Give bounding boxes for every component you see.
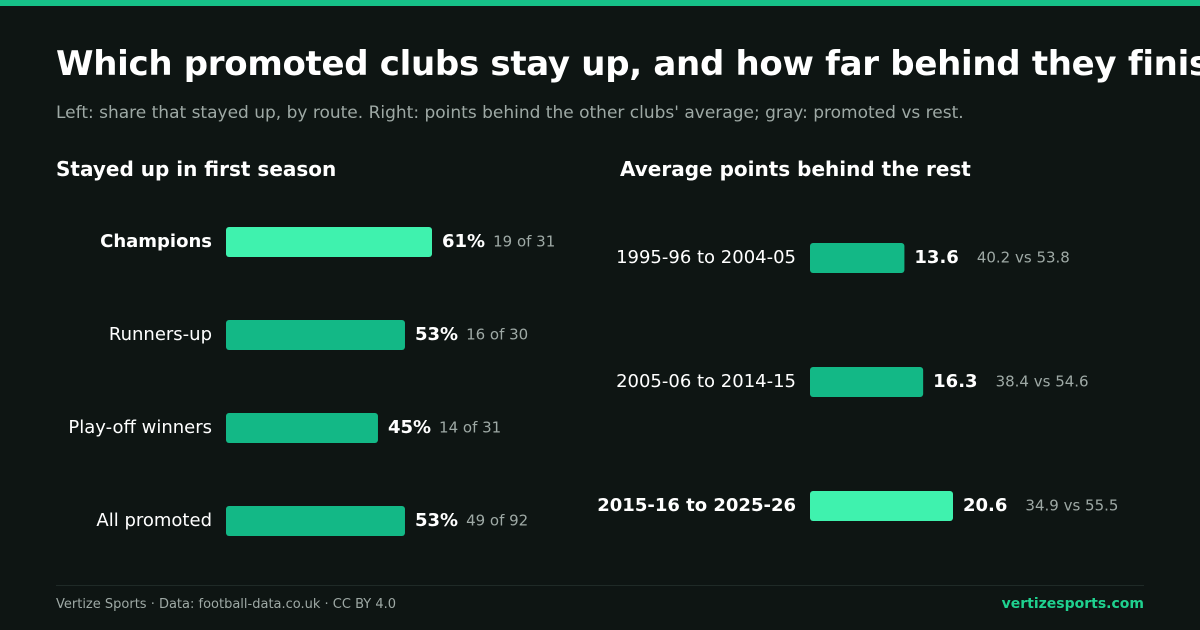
value-label: 20.6 xyxy=(963,495,1007,516)
footer-brand-link[interactable]: vertizesports.com xyxy=(1001,596,1144,612)
value-label: 13.6 xyxy=(914,247,958,268)
category-label: All promoted xyxy=(96,510,212,531)
top-accent-bar xyxy=(0,0,1200,6)
annotation-label: 38.4 vs 54.6 xyxy=(996,373,1089,391)
bar xyxy=(810,367,924,397)
footer-divider xyxy=(56,585,1144,586)
left-panel-title: Stayed up in first season xyxy=(56,157,337,181)
bar xyxy=(810,243,905,273)
chart-subtitle: Left: share that stayed up, by route. Ri… xyxy=(56,103,964,123)
category-label: 2005-06 to 2014-15 xyxy=(616,371,796,392)
chart-title: Which promoted clubs stay up, and how fa… xyxy=(56,44,1200,84)
annotation-label: 34.9 vs 55.5 xyxy=(1025,497,1118,515)
bar xyxy=(226,227,432,257)
value-label: 16.3 xyxy=(933,371,977,392)
footer-source: Vertize Sports · Data: football-data.co.… xyxy=(56,597,397,612)
annotation-label: 16 of 30 xyxy=(466,326,528,344)
category-label: Runners-up xyxy=(109,324,212,345)
bar xyxy=(226,413,378,443)
bar xyxy=(226,320,405,350)
annotation-label: 40.2 vs 53.8 xyxy=(977,249,1070,267)
value-label: 61% xyxy=(442,231,485,252)
bar xyxy=(226,506,405,536)
category-label: Play-off winners xyxy=(68,417,212,438)
annotation-label: 19 of 31 xyxy=(493,233,555,251)
value-label: 45% xyxy=(388,417,431,438)
right-panel-title: Average points behind the rest xyxy=(620,157,971,181)
bar xyxy=(810,491,953,521)
category-label: 2015-16 to 2025-26 xyxy=(597,495,796,516)
category-label: 1995-96 to 2004-05 xyxy=(616,247,796,268)
annotation-label: 49 of 92 xyxy=(466,512,528,530)
value-label: 53% xyxy=(415,324,458,345)
value-label: 53% xyxy=(415,510,458,531)
annotation-label: 14 of 31 xyxy=(439,419,501,437)
category-label: Champions xyxy=(100,231,212,252)
